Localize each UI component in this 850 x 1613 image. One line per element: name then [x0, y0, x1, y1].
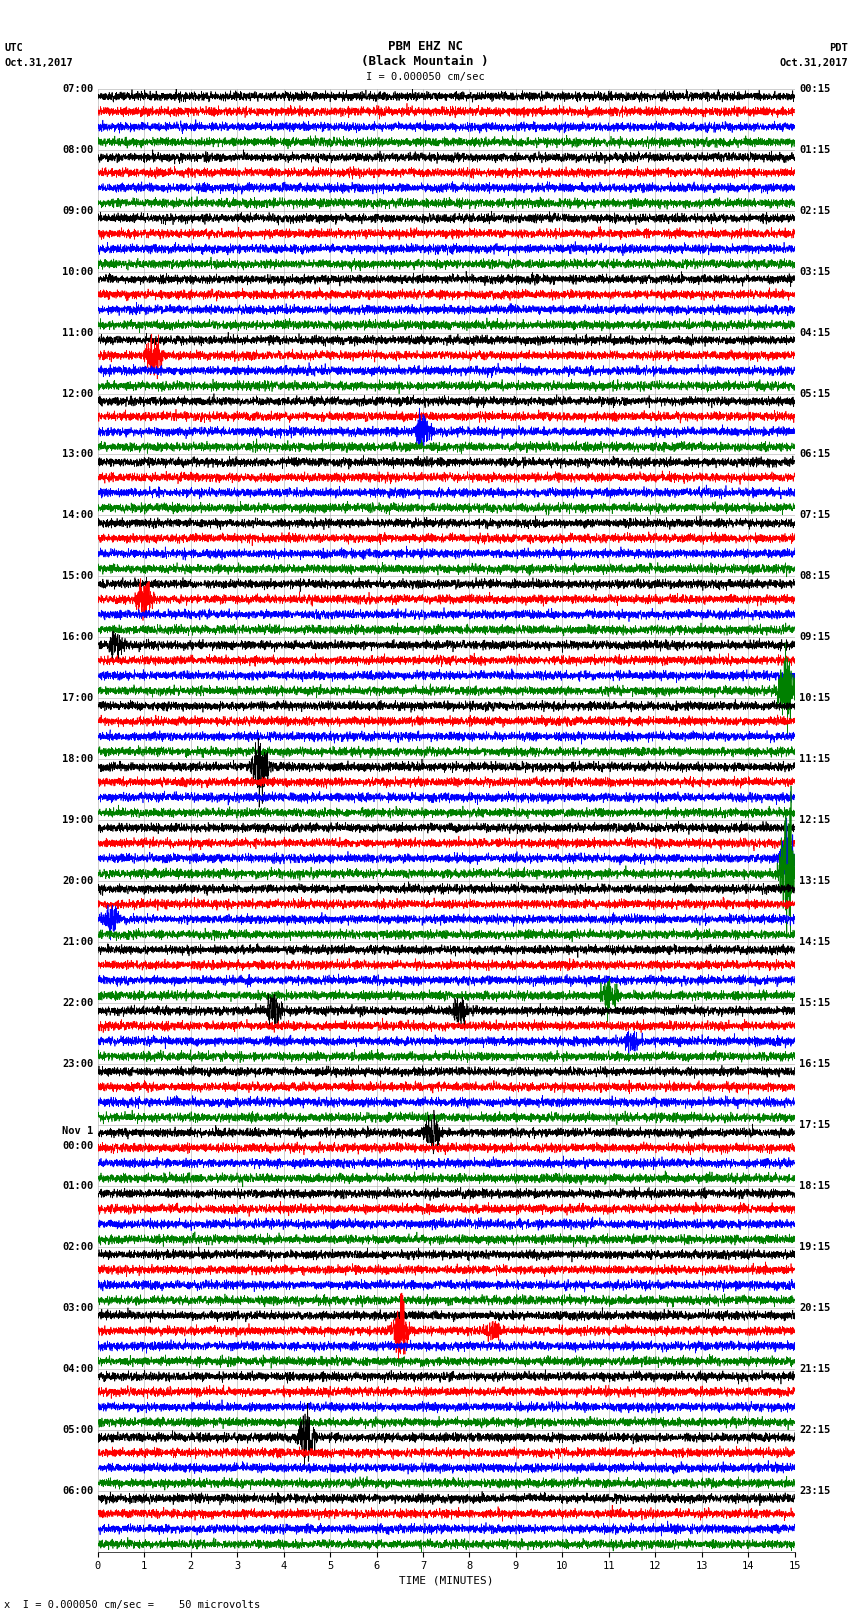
- Text: PDT: PDT: [830, 44, 848, 53]
- Text: 22:15: 22:15: [799, 1424, 830, 1436]
- Text: 02:00: 02:00: [62, 1242, 94, 1252]
- Text: 17:15: 17:15: [799, 1119, 830, 1131]
- Text: 13:00: 13:00: [62, 450, 94, 460]
- Text: 07:15: 07:15: [799, 510, 830, 521]
- Text: 21:15: 21:15: [799, 1365, 830, 1374]
- Text: 05:15: 05:15: [799, 389, 830, 398]
- Text: 13:15: 13:15: [799, 876, 830, 886]
- Text: 06:15: 06:15: [799, 450, 830, 460]
- Text: 06:00: 06:00: [62, 1486, 94, 1495]
- Text: Oct.31,2017: Oct.31,2017: [779, 58, 848, 68]
- Text: (Black Mountain ): (Black Mountain ): [361, 55, 489, 68]
- Text: 21:00: 21:00: [62, 937, 94, 947]
- Text: 01:15: 01:15: [799, 145, 830, 155]
- Text: 11:00: 11:00: [62, 327, 94, 337]
- Text: 23:00: 23:00: [62, 1060, 94, 1069]
- Text: 08:15: 08:15: [799, 571, 830, 581]
- Text: 22:00: 22:00: [62, 998, 94, 1008]
- Text: x  I = 0.000050 cm/sec =    50 microvolts: x I = 0.000050 cm/sec = 50 microvolts: [4, 1600, 260, 1610]
- Text: 18:00: 18:00: [62, 755, 94, 765]
- Text: 15:00: 15:00: [62, 571, 94, 581]
- Text: 01:00: 01:00: [62, 1181, 94, 1190]
- Text: 19:15: 19:15: [799, 1242, 830, 1252]
- X-axis label: TIME (MINUTES): TIME (MINUTES): [399, 1576, 494, 1586]
- Text: 11:15: 11:15: [799, 755, 830, 765]
- Text: 18:15: 18:15: [799, 1181, 830, 1190]
- Text: 02:15: 02:15: [799, 205, 830, 216]
- Text: 03:00: 03:00: [62, 1303, 94, 1313]
- Text: 12:15: 12:15: [799, 815, 830, 826]
- Text: Oct.31,2017: Oct.31,2017: [4, 58, 73, 68]
- Text: 04:00: 04:00: [62, 1365, 94, 1374]
- Text: 15:15: 15:15: [799, 998, 830, 1008]
- Text: 08:00: 08:00: [62, 145, 94, 155]
- Text: 14:15: 14:15: [799, 937, 830, 947]
- Text: I = 0.000050 cm/sec: I = 0.000050 cm/sec: [366, 73, 484, 82]
- Text: PBM EHZ NC: PBM EHZ NC: [388, 40, 462, 53]
- Text: 23:15: 23:15: [799, 1486, 830, 1495]
- Text: 05:00: 05:00: [62, 1424, 94, 1436]
- Text: 09:00: 09:00: [62, 205, 94, 216]
- Text: 19:00: 19:00: [62, 815, 94, 826]
- Text: 16:00: 16:00: [62, 632, 94, 642]
- Text: 04:15: 04:15: [799, 327, 830, 337]
- Text: 12:00: 12:00: [62, 389, 94, 398]
- Text: 20:00: 20:00: [62, 876, 94, 886]
- Text: 00:00: 00:00: [62, 1140, 94, 1152]
- Text: 07:00: 07:00: [62, 84, 94, 94]
- Text: 10:15: 10:15: [799, 694, 830, 703]
- Text: 10:00: 10:00: [62, 266, 94, 276]
- Text: 14:00: 14:00: [62, 510, 94, 521]
- Text: UTC: UTC: [4, 44, 23, 53]
- Text: 03:15: 03:15: [799, 266, 830, 276]
- Text: 17:00: 17:00: [62, 694, 94, 703]
- Text: 20:15: 20:15: [799, 1303, 830, 1313]
- Text: 09:15: 09:15: [799, 632, 830, 642]
- Text: 16:15: 16:15: [799, 1060, 830, 1069]
- Text: Nov 1: Nov 1: [62, 1126, 94, 1137]
- Text: 00:15: 00:15: [799, 84, 830, 94]
